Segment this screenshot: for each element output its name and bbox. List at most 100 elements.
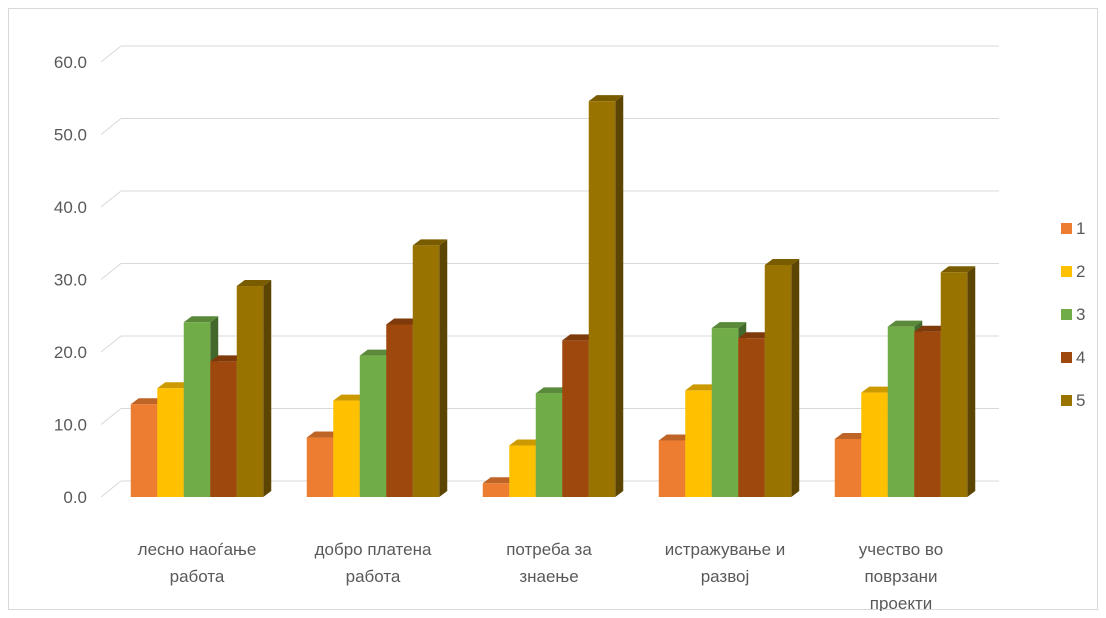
bar-top [157,382,192,389]
bar-front [386,324,413,497]
bar-top [183,316,219,323]
bar [236,280,272,497]
bar-side [967,266,976,497]
gridline-depth [100,118,122,135]
bars [130,95,976,498]
x-tick-label: знаење [519,567,578,586]
bar-top [658,434,694,441]
bar-top [359,349,395,356]
bar-top [482,477,518,484]
bar-top [685,384,720,391]
legend-swatch [1061,395,1072,406]
bar [412,239,448,498]
legend-label: 2 [1076,262,1085,281]
bar-front [711,328,739,497]
gridline-depth [100,263,122,280]
bar-front [306,437,334,497]
bar-front [157,388,184,497]
bar-top [130,398,166,405]
bar-top [210,355,245,362]
x-tick-label: учество во [859,540,943,559]
bar-front [130,404,158,497]
x-axis: лесно наоѓање работа добро платена работа по… [138,540,944,611]
x-tick-label: поврзани [864,567,937,586]
bar [764,259,800,497]
bar-side [615,95,624,498]
y-tick-label: 40.0 [54,198,87,217]
bar [940,266,976,497]
bar-front [333,400,360,497]
legend-swatch [1061,266,1072,277]
legend-label: 4 [1076,348,1085,367]
y-tick-label: 0.0 [63,488,87,507]
y-tick-label: 30.0 [54,271,87,290]
x-tick-label: истражување и [665,540,786,559]
bar-top [562,334,597,341]
x-tick-label: добро платена [315,540,432,559]
bar-front [210,361,237,497]
gridline-depth [100,480,122,498]
bar-front [861,392,888,497]
bar-top [764,259,800,265]
bar-front [535,393,563,497]
bar-top [386,318,421,325]
bar-front [834,439,862,497]
bar-front [359,355,387,497]
bar-top [861,386,896,393]
bar-top [535,387,571,394]
bar-top [509,439,544,446]
bar-top [940,266,976,273]
bar-front [914,331,941,497]
bar-chart: 0.0 10.0 20.0 30.0 40.0 50.0 60.0 лесно наоѓањ… [54,45,1085,611]
bar-front [412,245,440,497]
bar-front [588,101,616,498]
gridline-depth [100,190,122,208]
bar-top [236,280,272,287]
bar-front [482,483,510,497]
legend-swatch [1061,223,1072,234]
y-tick-label: 50.0 [54,126,87,145]
bar-front [236,286,264,497]
bar-top [738,332,773,339]
bar-front [658,440,686,497]
bar-top [887,320,923,327]
y-tick-label: 10.0 [54,416,87,435]
bar-top [333,394,368,401]
legend-label: 3 [1076,305,1085,324]
bar-side [439,239,448,498]
gridline-depth [100,408,122,425]
legend-label: 1 [1076,219,1085,238]
bar [588,95,624,498]
x-tick-label: работа [170,567,225,586]
x-tick-label: потреба за [506,540,592,559]
bar-front [764,265,792,497]
y-tick-label: 20.0 [54,343,87,362]
legend-label: 5 [1076,391,1085,410]
bar-front [183,322,211,497]
gridline-depth [100,45,122,63]
bar-top [711,322,747,329]
legend: 1 2 3 4 5 [1061,219,1085,410]
bar-top [834,433,870,439]
x-tick-label: проекти [870,594,932,611]
chart-frame: 0.0 10.0 20.0 30.0 40.0 50.0 60.0 лесно наоѓањ… [8,8,1098,611]
legend-swatch [1061,309,1072,320]
x-tick-label: работа [346,567,401,586]
bar-front [685,390,712,497]
bar-top [914,325,949,332]
bar-top [588,95,624,102]
bar-front [887,326,915,497]
bar-front [738,338,765,497]
gridline-depth [100,335,122,353]
bar-front [940,272,968,497]
bar-top [306,431,342,438]
x-tick-label: лесно наоѓање [138,540,257,559]
bar-top [412,239,448,246]
bar-side [791,259,800,497]
x-tick-label: развој [701,567,750,586]
bar-front [562,340,589,497]
legend-swatch [1061,352,1072,363]
y-tick-label: 60.0 [54,53,87,72]
bar-front [509,445,536,497]
y-axis: 0.0 10.0 20.0 30.0 40.0 50.0 60.0 [54,53,87,507]
